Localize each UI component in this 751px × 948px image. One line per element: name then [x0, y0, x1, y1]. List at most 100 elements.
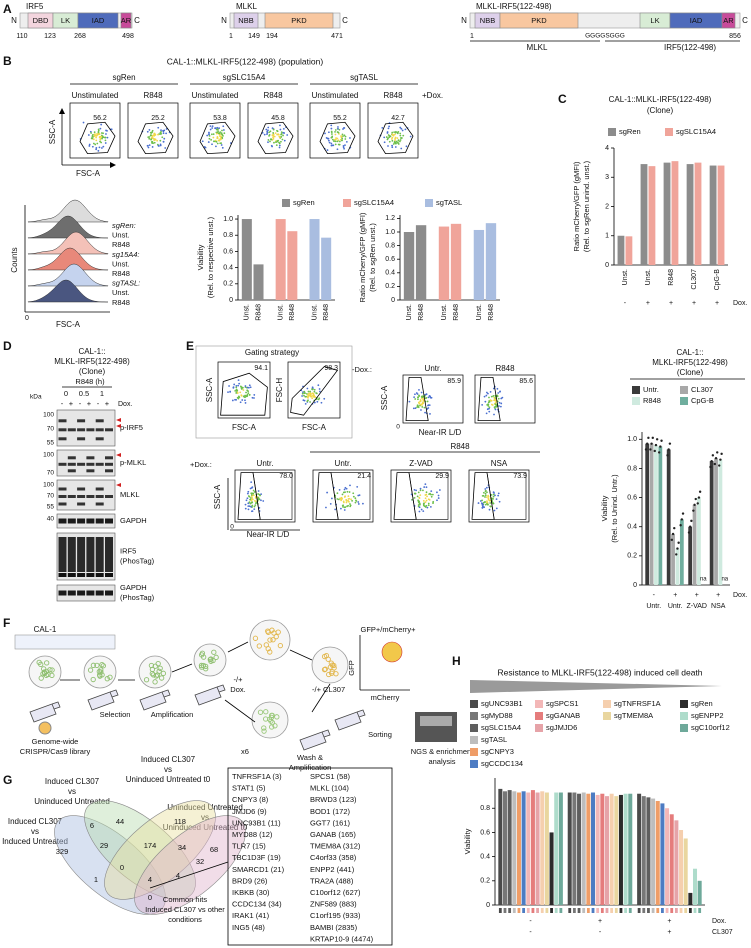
flow-plot [189, 102, 241, 159]
flow-event [397, 143, 400, 145]
flow-event [222, 129, 225, 131]
gate [486, 472, 527, 520]
flow-event [336, 498, 339, 500]
flow-event [401, 129, 404, 132]
flow-event [273, 141, 275, 144]
flow-event [334, 143, 337, 146]
replicate-dot [651, 436, 654, 440]
flow-plot [474, 374, 536, 424]
bar [693, 868, 698, 905]
bar [241, 219, 252, 300]
flow-event [340, 135, 343, 138]
domain-label: PKD [531, 16, 547, 25]
band [105, 518, 113, 524]
sg-tick [684, 908, 688, 913]
flow-event [239, 401, 242, 404]
arrowhead [116, 424, 121, 428]
flow-event [94, 143, 97, 146]
y-tick-label: 1.2 [385, 215, 395, 222]
flow-event [235, 384, 238, 387]
part-label: MLKL [527, 43, 548, 52]
flow-event [495, 405, 498, 408]
panel-title: CAL-1::MLKL-IRF5(122-498) (population) [167, 56, 324, 66]
band [105, 573, 113, 577]
flow-event [397, 130, 400, 133]
flow-event [267, 139, 270, 141]
flow-event [352, 495, 355, 498]
band [95, 573, 104, 577]
sg-tick [679, 908, 683, 913]
flow-event [386, 138, 389, 141]
cell [98, 667, 104, 673]
flow-event [331, 133, 333, 135]
band [95, 419, 104, 423]
replicate-dot [653, 449, 656, 453]
flow-event [247, 392, 250, 395]
cell [262, 716, 269, 722]
bar [618, 794, 623, 905]
flow-event [216, 136, 219, 138]
cell-dish [138, 655, 172, 689]
flow-event [311, 388, 313, 390]
flow-event [99, 127, 102, 130]
flow-event [344, 486, 347, 489]
flow-event [421, 406, 424, 408]
hit-gene: C4orf33 (358) [310, 853, 357, 862]
flow-event [430, 495, 433, 498]
legend-swatch [680, 724, 688, 732]
venn-count: 44 [116, 817, 124, 826]
cell [327, 664, 334, 670]
bar [614, 796, 619, 905]
flow-event [308, 392, 311, 395]
gate-value: 53.8 [213, 115, 227, 122]
flow-event [484, 494, 487, 497]
flow-event [316, 400, 319, 403]
replicate-dot [710, 459, 713, 463]
flow-event [247, 386, 250, 389]
flow-event [331, 138, 334, 141]
domain-label: IAD [92, 16, 105, 25]
legend-label: CpG-B [691, 396, 714, 405]
flow-event [250, 494, 253, 496]
flow-event [344, 506, 346, 509]
flow-event [341, 504, 344, 507]
flow-event [496, 387, 499, 390]
flow-event [159, 133, 162, 135]
bar [577, 793, 582, 905]
hit-gene: IKBKB (30) [232, 888, 270, 897]
cl307-value: - [529, 929, 532, 936]
blot-title: CAL-1:: [78, 347, 105, 356]
bar [692, 504, 697, 585]
gate-value: 25.2 [151, 115, 165, 122]
y-tick-label: 3 [605, 174, 609, 181]
blot-membrane [56, 584, 116, 602]
flow-event [341, 139, 344, 142]
flow-event [249, 386, 252, 389]
flow-event [106, 129, 108, 132]
flow-event [88, 145, 91, 147]
panel-label: A [3, 2, 12, 16]
flow-event [234, 390, 237, 392]
flow-event [90, 137, 93, 140]
blot-title: (Clone) [79, 367, 106, 376]
replicate-dot [654, 443, 658, 447]
blot-membrane [56, 513, 116, 529]
gating-frame [195, 345, 353, 439]
bar [535, 792, 540, 905]
band [58, 487, 67, 491]
residue: 123 [44, 33, 56, 40]
gate-value: 45.8 [271, 115, 285, 122]
flow-arrow [311, 683, 331, 713]
flow-event [101, 137, 103, 140]
blot-label: p-IRF5 [120, 423, 143, 432]
flow-event [82, 121, 85, 124]
flow-event [98, 135, 101, 138]
flow-arrow [289, 649, 313, 661]
sg-tick [614, 908, 618, 913]
flow-event [425, 486, 428, 489]
replicate-dot [666, 454, 669, 457]
bar [683, 838, 688, 905]
flow-event [393, 133, 396, 136]
blot-label: IRF5 [120, 546, 136, 555]
flow-plot [234, 469, 296, 523]
